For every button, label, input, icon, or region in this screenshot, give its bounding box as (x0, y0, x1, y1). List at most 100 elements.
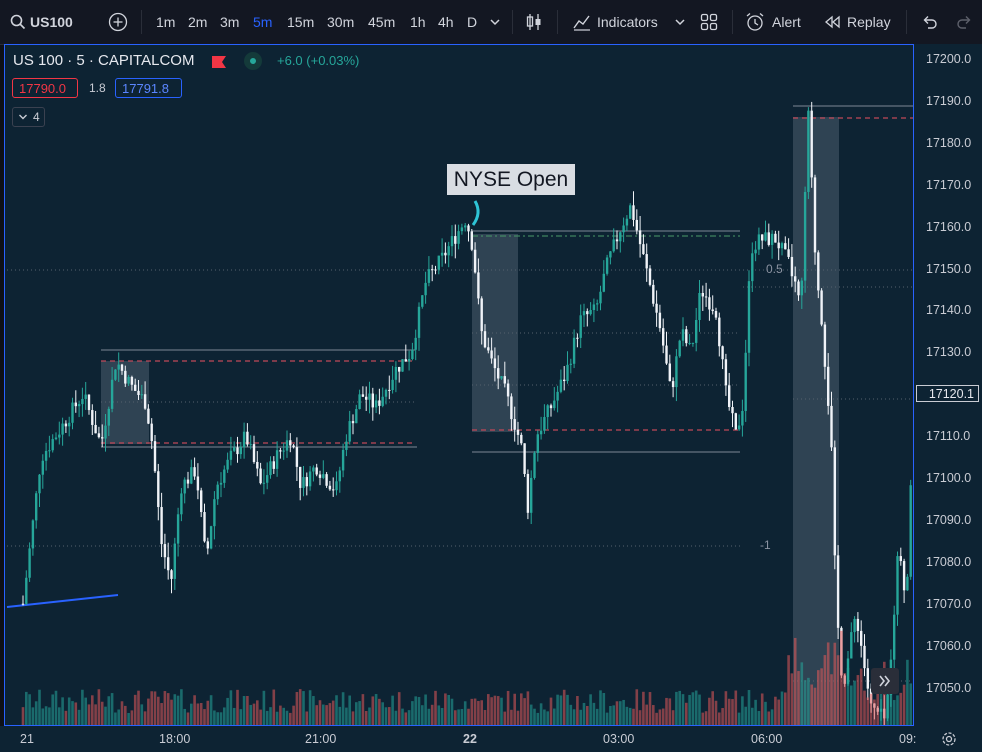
redo-button[interactable] (956, 0, 974, 44)
volume-bar (246, 695, 249, 725)
timeframe-2m[interactable]: 2m (188, 14, 208, 30)
candle-body (167, 557, 170, 571)
symbol-legend[interactable]: US 100 · 5 · CAPITALCOM (13, 52, 194, 69)
candle-body (635, 219, 638, 231)
volume-bar (543, 709, 546, 725)
chevron-down-icon (490, 19, 500, 26)
volume-bar (44, 706, 48, 725)
chart-canvas[interactable] (5, 45, 914, 726)
volume-bar (632, 708, 635, 725)
candle-body (599, 291, 602, 304)
candle-body (447, 246, 450, 256)
volume-bar (430, 704, 434, 725)
candle-body (163, 544, 167, 558)
undo-button[interactable] (920, 0, 938, 44)
candle-body (695, 319, 698, 343)
candle-body (731, 406, 734, 414)
candle-body (539, 430, 543, 435)
timeframe-45m[interactable]: 45m (368, 14, 396, 30)
templates-button[interactable] (700, 0, 718, 44)
timeframe-3m[interactable]: 3m (220, 14, 240, 30)
grid-icon (700, 13, 718, 31)
time-axis[interactable]: 21 18:00 21:00 22 03:00 06:00 09: (0, 726, 982, 752)
candle-body (536, 434, 539, 453)
timeframe-1m[interactable]: 1m (156, 14, 176, 30)
candle-body (203, 512, 206, 542)
volume-bar (638, 710, 642, 725)
candle-body (51, 439, 54, 451)
volume-bar (170, 699, 173, 725)
candle-body (97, 433, 101, 438)
time-axis-label: 21 (20, 732, 34, 746)
price-axis-label: 17100.0 (926, 471, 972, 485)
volume-bar (58, 707, 61, 725)
volume-bar (190, 703, 193, 725)
candle-body (615, 239, 619, 242)
candle-body (239, 447, 242, 455)
candle-body (427, 269, 431, 283)
timeframe-4h[interactable]: 4h (438, 14, 454, 30)
volume-bar (863, 690, 866, 725)
timeframe-5m[interactable]: 5m (253, 14, 273, 30)
market-status-icon (244, 52, 262, 70)
volume-bar (681, 694, 685, 725)
ask-price[interactable]: 17791.8 (115, 78, 182, 98)
volume-bar (780, 691, 784, 725)
price-axis[interactable]: 17200.0 17190.0 17180.0 17170.0 17160.0 17150… (914, 44, 982, 726)
candle-body (295, 447, 299, 467)
volume-bar (477, 700, 480, 725)
candle-body (54, 437, 58, 440)
bid-price[interactable]: 17790.0 (12, 78, 78, 98)
volume-bar (147, 698, 150, 725)
compare-button[interactable] (108, 0, 128, 44)
volume-bar (153, 691, 157, 725)
volume-bar (193, 695, 196, 725)
volume-bar (612, 705, 615, 725)
candle-body (104, 425, 107, 439)
alert-button[interactable]: Alert (745, 0, 801, 44)
flag-icon[interactable] (212, 55, 226, 73)
volume-bar (473, 698, 477, 725)
timeframe-1h[interactable]: 1h (410, 14, 426, 30)
candle-body (186, 479, 190, 484)
settings-button[interactable] (941, 731, 957, 752)
volume-bar (374, 694, 378, 725)
indicators-dropdown[interactable] (674, 0, 686, 44)
volume-bar (302, 691, 305, 725)
candle-body (850, 632, 853, 659)
candle-body (751, 253, 754, 282)
price-axis-label: 17140.0 (926, 303, 972, 318)
scroll-to-realtime-button[interactable] (871, 668, 899, 694)
timeframe-dropdown[interactable] (489, 0, 501, 44)
candle-body (675, 356, 678, 388)
symbol-search[interactable]: US100 (10, 0, 73, 44)
volume-bar (348, 695, 351, 725)
candle-body (200, 490, 203, 513)
timeframe-15m[interactable]: 15m (287, 14, 315, 30)
volume-bar (698, 694, 701, 725)
nyse-open-label[interactable]: NYSE Open (447, 164, 575, 195)
price-axis-label: 17130.0 (926, 345, 972, 360)
candle-body (668, 363, 671, 382)
candle-body (820, 290, 823, 325)
volume-bar (902, 684, 906, 725)
candle-body (506, 383, 510, 397)
volume-bar (856, 675, 860, 725)
collapse-indicators-button[interactable]: 4 (12, 107, 45, 127)
volume-bar (279, 705, 282, 725)
candle-body (84, 394, 87, 399)
volume-bar (160, 703, 163, 725)
timeframe-30m[interactable]: 30m (327, 14, 355, 30)
timeframe-D[interactable]: D (467, 14, 478, 30)
replay-button[interactable]: Replay (824, 0, 891, 44)
candle-body (464, 225, 467, 228)
volume-bar (216, 712, 219, 725)
volume-bar (790, 673, 794, 725)
candle-body (473, 249, 477, 273)
indicators-button[interactable]: Indicators (572, 0, 658, 44)
candle-body (147, 408, 150, 424)
chart-type-button[interactable] (524, 0, 544, 44)
volume-bar (727, 698, 731, 725)
chart-pane[interactable] (4, 44, 914, 726)
volume-bar (539, 703, 543, 725)
